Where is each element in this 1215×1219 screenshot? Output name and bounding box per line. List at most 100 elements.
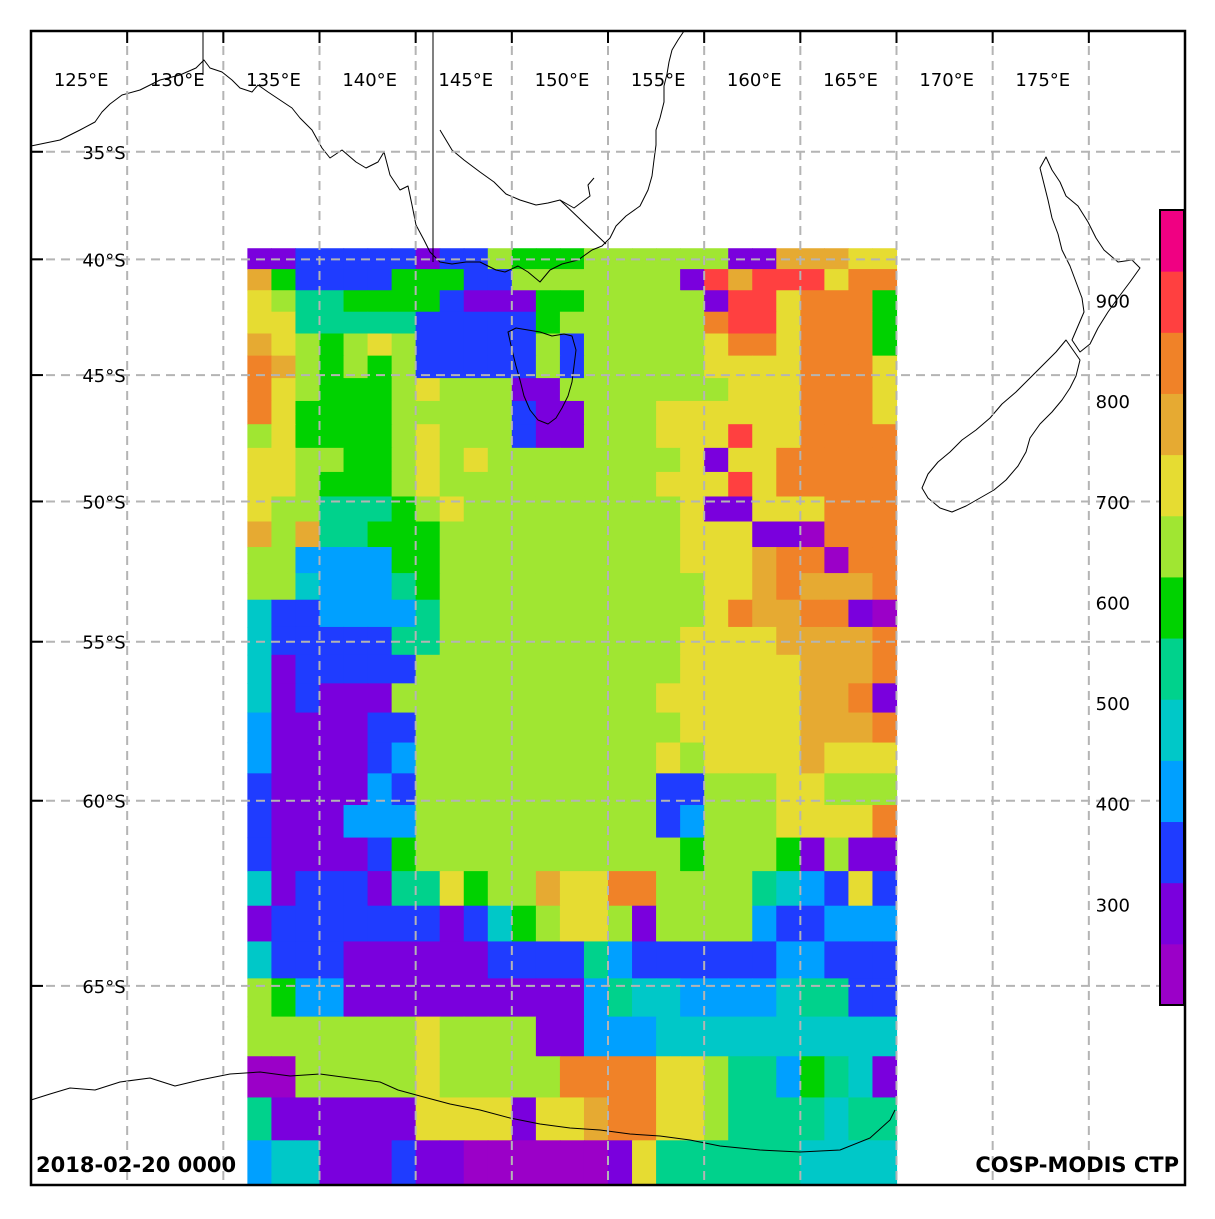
heatmap-cell xyxy=(608,400,633,425)
heatmap-cell xyxy=(632,712,657,744)
heatmap-cell xyxy=(295,683,321,714)
heatmap-cell xyxy=(776,837,801,872)
heatmap-cell xyxy=(656,978,681,1018)
heatmap-cell xyxy=(295,269,321,291)
heatmap-cell xyxy=(800,400,825,425)
heatmap-cell xyxy=(295,424,321,449)
heatmap-cell xyxy=(608,871,633,907)
heatmap-cell xyxy=(583,471,609,498)
heatmap-cell xyxy=(391,712,417,744)
heatmap-cell xyxy=(752,978,777,1018)
heatmap-cell xyxy=(343,742,369,774)
y-tick-label: 65°S xyxy=(82,977,125,998)
heatmap-cell xyxy=(439,496,465,523)
heatmap-cell xyxy=(319,269,345,291)
heatmap-cell xyxy=(415,447,441,473)
heatmap-cell xyxy=(367,742,393,774)
heatmap-cell xyxy=(848,978,874,1018)
heatmap-cell xyxy=(583,496,609,523)
heatmap-cell xyxy=(632,805,657,839)
heatmap-cell xyxy=(535,683,561,714)
heatmap-cell xyxy=(800,712,825,744)
heatmap-cell xyxy=(271,1097,297,1141)
heatmap-cell xyxy=(511,378,537,402)
heatmap-cell xyxy=(776,311,801,335)
heatmap-cell xyxy=(391,311,417,335)
heatmap-cell xyxy=(367,1016,393,1057)
heatmap-cell xyxy=(271,1140,297,1186)
heatmap-cell xyxy=(848,712,874,744)
heatmap-cell xyxy=(800,683,825,714)
colorbar-tick-label: 600 xyxy=(1096,594,1130,615)
heatmap-cell xyxy=(511,447,537,473)
heatmap-cell xyxy=(463,378,489,402)
heatmap-cell xyxy=(391,654,417,684)
heatmap-cell xyxy=(800,1140,825,1186)
heatmap-cell xyxy=(463,1016,489,1057)
heatmap-cell xyxy=(247,905,273,943)
heatmap-cell xyxy=(752,742,777,774)
heatmap-cell xyxy=(487,712,513,744)
heatmap-cell xyxy=(295,311,321,335)
heatmap-cell xyxy=(367,712,393,744)
heatmap-cell xyxy=(632,1140,657,1186)
heatmap-cell xyxy=(319,805,345,839)
heatmap-cell xyxy=(559,1140,585,1186)
heatmap-cell xyxy=(632,355,657,379)
heatmap-cell xyxy=(872,311,898,335)
heatmap-cell xyxy=(367,496,393,523)
heatmap-cell xyxy=(704,1097,729,1141)
heatmap-cell xyxy=(752,654,777,684)
heatmap-cell xyxy=(487,1016,513,1057)
heatmap-cell xyxy=(247,1097,273,1141)
heatmap-cell xyxy=(247,269,273,291)
heatmap-cell xyxy=(487,1056,513,1099)
heatmap-cell xyxy=(415,355,441,379)
heatmap-cell xyxy=(728,355,753,379)
heatmap-cell xyxy=(656,805,681,839)
x-tick-label: 140°E xyxy=(342,70,397,91)
heatmap-cell xyxy=(439,290,465,313)
heatmap-cell xyxy=(632,941,657,979)
heatmap-cell xyxy=(848,871,874,907)
heatmap-cell xyxy=(824,837,850,872)
heatmap-cell xyxy=(463,905,489,943)
heatmap-cell xyxy=(343,837,369,872)
heatmap-cell xyxy=(632,654,657,684)
heatmap-cell xyxy=(391,355,417,379)
heatmap-cell xyxy=(752,547,777,574)
heatmap-cell xyxy=(247,378,273,402)
heatmap-cell xyxy=(511,599,537,628)
heatmap-cell xyxy=(391,805,417,839)
heatmap-cell xyxy=(463,837,489,872)
date-label: 2018-02-20 0000 xyxy=(36,1153,236,1177)
heatmap-cell xyxy=(848,599,874,628)
heatmap-cell xyxy=(463,355,489,379)
heatmap-cell xyxy=(824,978,850,1018)
heatmap-cell xyxy=(271,1056,297,1099)
heatmap-cell xyxy=(632,683,657,714)
heatmap-cell xyxy=(343,871,369,907)
x-tick-label: 130°E xyxy=(150,70,205,91)
heatmap-cell xyxy=(848,447,874,473)
heatmap-cell xyxy=(728,599,753,628)
heatmap-cell xyxy=(319,712,345,744)
heatmap-cell xyxy=(487,424,513,449)
heatmap-cell xyxy=(583,573,609,601)
heatmap-cell xyxy=(487,333,513,357)
heatmap-cell xyxy=(271,805,297,839)
heatmap-cell xyxy=(752,805,777,839)
heatmap-cell xyxy=(848,311,874,335)
coastlines xyxy=(30,30,1141,1153)
heatmap-cell xyxy=(656,941,681,979)
heatmap-cell xyxy=(343,269,369,291)
heatmap-cell xyxy=(704,712,729,744)
heatmap-cell xyxy=(247,355,273,379)
heatmap-cell xyxy=(752,837,777,872)
heatmap-cell xyxy=(704,521,729,548)
heatmap-cell xyxy=(608,311,633,335)
heatmap-cell xyxy=(487,573,513,601)
heatmap-cell xyxy=(415,654,441,684)
heatmap-cell xyxy=(848,683,874,714)
